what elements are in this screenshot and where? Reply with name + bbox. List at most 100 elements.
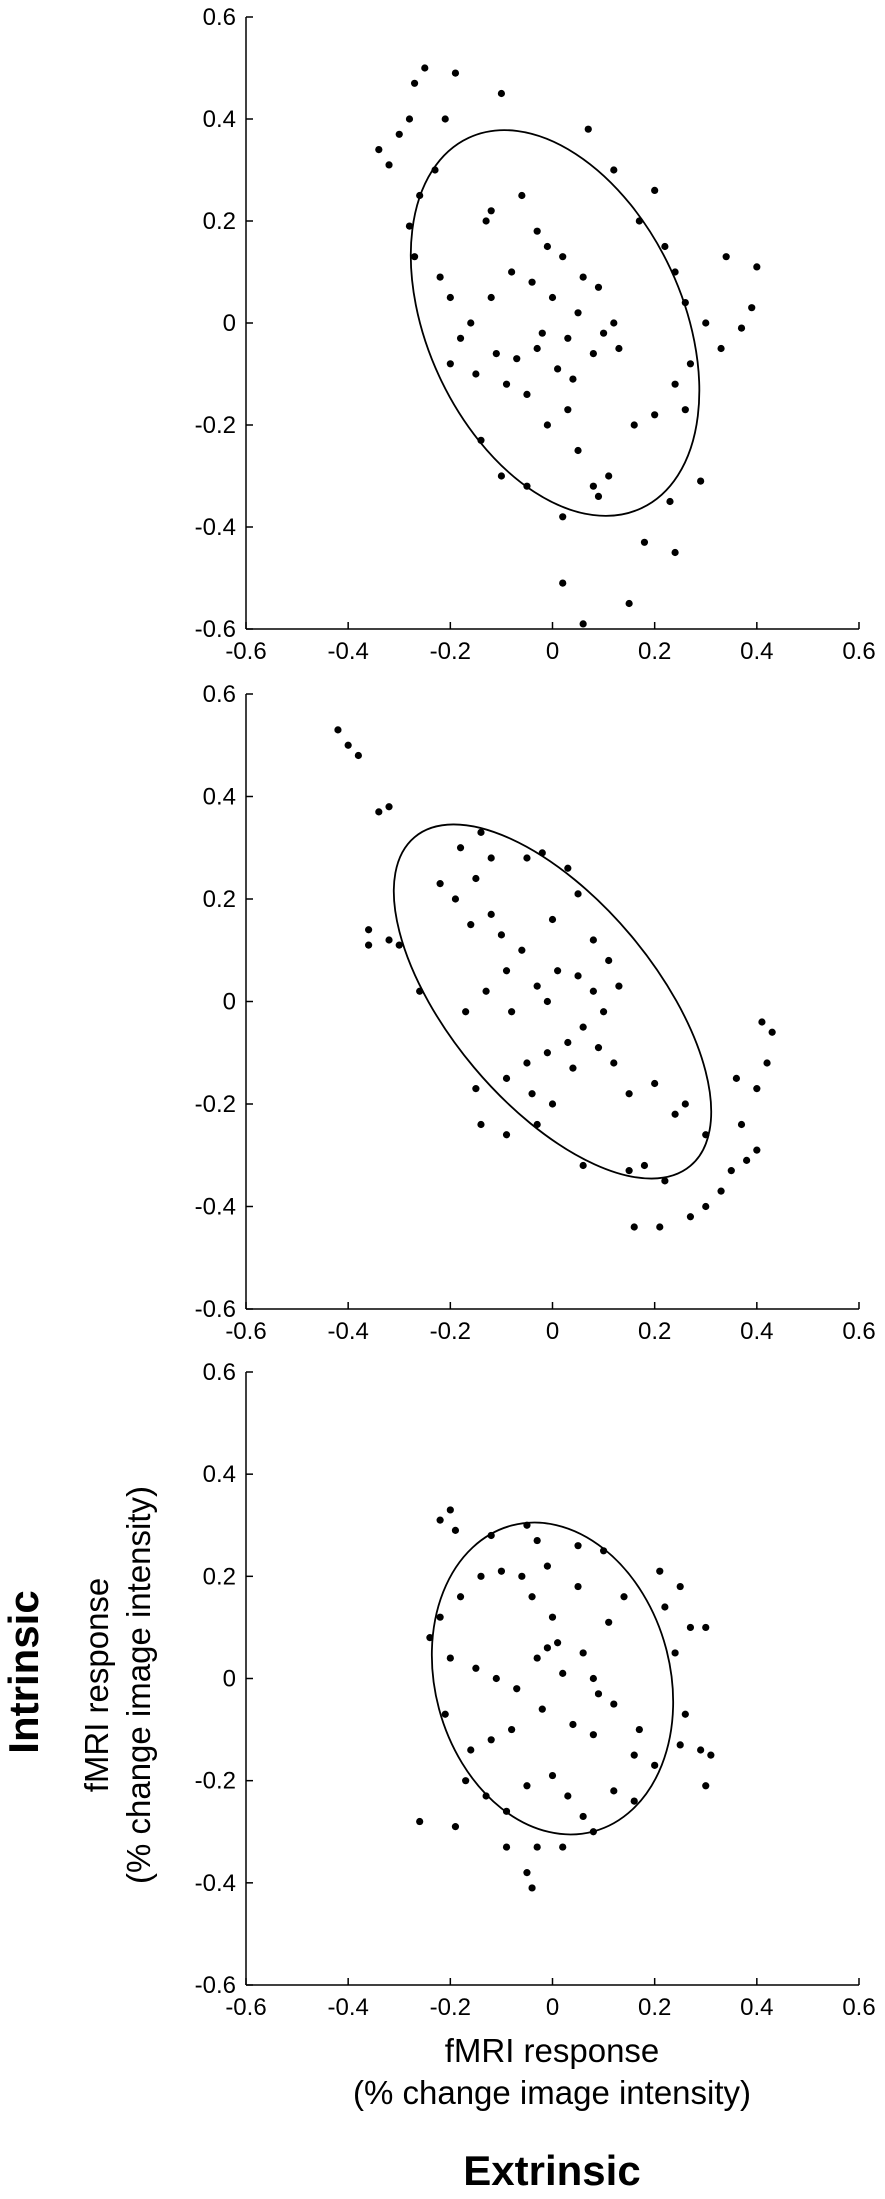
point xyxy=(385,161,393,169)
point xyxy=(702,1202,710,1211)
y-tick-label: -0.4 xyxy=(195,1194,236,1221)
point xyxy=(589,987,597,995)
point xyxy=(533,982,541,990)
point xyxy=(656,1223,664,1231)
point xyxy=(635,217,643,225)
point xyxy=(559,1843,567,1851)
point xyxy=(615,344,623,353)
point xyxy=(477,1120,485,1129)
x-tick-label: -0.6 xyxy=(225,1994,266,2021)
y-tick-label: 0 xyxy=(223,1666,236,1693)
point xyxy=(523,1059,531,1067)
point xyxy=(487,1531,495,1540)
point xyxy=(610,1700,618,1708)
y-axis-label: (% change image intensity) xyxy=(120,1486,157,1884)
point xyxy=(375,808,383,816)
point xyxy=(523,482,531,490)
point xyxy=(385,803,393,811)
point xyxy=(508,1725,516,1734)
point xyxy=(605,956,613,965)
point xyxy=(421,64,429,72)
point xyxy=(574,972,582,980)
point xyxy=(477,436,485,444)
point xyxy=(763,1059,771,1067)
point xyxy=(410,253,419,261)
point xyxy=(737,1120,746,1129)
point xyxy=(395,941,403,949)
point xyxy=(681,1100,689,1108)
y-tick-label: -0.4 xyxy=(195,1870,236,1897)
point xyxy=(753,263,761,271)
point xyxy=(446,293,454,302)
point xyxy=(492,350,500,358)
point xyxy=(589,1674,597,1683)
point xyxy=(416,191,424,200)
point xyxy=(518,946,526,954)
point xyxy=(635,1725,643,1734)
y-tick-label: 0.4 xyxy=(203,1461,236,1488)
point xyxy=(482,217,490,225)
point xyxy=(651,1079,659,1088)
point xyxy=(656,1567,664,1575)
ellipse xyxy=(392,823,713,1180)
point xyxy=(671,1110,679,1118)
point xyxy=(502,967,511,975)
point xyxy=(523,390,531,398)
point xyxy=(487,293,495,302)
point xyxy=(594,1690,603,1698)
point xyxy=(385,936,393,944)
point xyxy=(722,253,730,261)
point xyxy=(686,1213,695,1221)
point xyxy=(758,1018,766,1026)
point xyxy=(533,1120,541,1129)
x-tick-label: 0.4 xyxy=(740,638,773,665)
point xyxy=(518,191,526,200)
point xyxy=(467,921,475,929)
point xyxy=(661,1177,669,1185)
point xyxy=(416,987,424,995)
y-axis-label: fMRI response xyxy=(78,1578,115,1793)
x-tick-label: -0.2 xyxy=(430,1318,471,1345)
point xyxy=(451,895,460,903)
y-tick-label: -0.4 xyxy=(195,514,236,541)
x-axis-label: (% change image intensity) xyxy=(353,2074,751,2111)
point xyxy=(620,1593,628,1601)
point xyxy=(671,268,679,276)
point xyxy=(584,125,592,133)
point xyxy=(543,421,551,429)
point xyxy=(354,751,362,760)
x-tick-label: -0.2 xyxy=(430,1994,471,2021)
point xyxy=(686,360,695,368)
point xyxy=(482,1792,490,1800)
point xyxy=(594,492,603,500)
point xyxy=(543,242,551,251)
point xyxy=(405,115,414,123)
point xyxy=(405,222,414,230)
point xyxy=(513,1685,521,1693)
point xyxy=(410,79,419,87)
point xyxy=(436,1516,444,1524)
y-tick-label: 0.6 xyxy=(203,4,236,31)
point xyxy=(661,242,669,251)
point xyxy=(702,1623,710,1632)
point xyxy=(630,421,638,429)
point xyxy=(492,1674,500,1683)
point xyxy=(681,1710,689,1718)
point xyxy=(697,477,705,485)
point xyxy=(686,1623,695,1632)
point xyxy=(748,304,756,312)
point xyxy=(605,472,613,480)
point xyxy=(462,1008,470,1016)
point xyxy=(579,1649,587,1657)
point xyxy=(743,1156,751,1164)
point xyxy=(589,350,597,358)
point xyxy=(548,1613,557,1621)
x-tick-label: 0 xyxy=(546,1318,559,1345)
point xyxy=(472,1085,480,1093)
point xyxy=(502,380,511,388)
point xyxy=(625,599,633,608)
point xyxy=(533,1843,541,1851)
point xyxy=(640,538,649,546)
point xyxy=(487,207,495,215)
y-tick-label: 0.2 xyxy=(203,1563,236,1590)
